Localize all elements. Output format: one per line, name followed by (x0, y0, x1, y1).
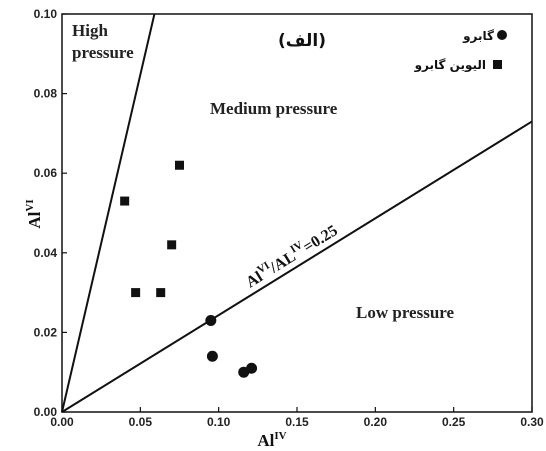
boundary-line-1 (61, 13, 156, 413)
region-high-pressure-line1: High (72, 21, 108, 40)
y-axis-title: AlVI (24, 199, 44, 228)
x-tick-label-4: 0.20 (364, 415, 388, 429)
region-medium-pressure: Medium pressure (210, 99, 338, 118)
x-tick-label-6: 0.30 (520, 415, 544, 429)
legend-marker-olivine-gabbro (493, 60, 502, 69)
boundary-line-0 (61, 120, 533, 413)
y-tick-label-1: 0.02 (34, 325, 58, 339)
plot-area (61, 13, 533, 413)
x-tick-label-2: 0.10 (207, 415, 231, 429)
legend-label-gabbro: گابرو (462, 29, 494, 44)
olivine-gabbro-point-0 (120, 196, 130, 206)
y-tick-label-4: 0.08 (34, 87, 58, 101)
panel-label: (الف) (278, 31, 326, 51)
gabbro-point-0 (205, 314, 217, 326)
y-tick-label-0: 0.00 (34, 405, 58, 419)
x-tick-label-3: 0.15 (285, 415, 309, 429)
y-tick-label-3: 0.06 (34, 166, 58, 180)
gabbro-point-1 (206, 350, 218, 362)
olivine-gabbro-point-2 (156, 288, 166, 298)
olivine-gabbro-point-3 (167, 240, 177, 250)
x-tick-label-0: 0.00 (50, 415, 74, 429)
region-low-pressure: Low pressure (356, 303, 455, 322)
axis-ticks: 0.00 0.05 0.10 0.15 0.20 0.25 0.30 0.00 0.02 0.04… (34, 7, 544, 429)
legend-label-olivine-gabbro: الیوین گابرو (414, 58, 486, 73)
olivine-gabbro-point-1 (131, 288, 141, 298)
y-tick-label-2: 0.04 (34, 246, 58, 260)
x-tick-label-5: 0.25 (442, 415, 466, 429)
legend: گابرو الیوین گابرو (414, 29, 507, 73)
y-tick-label-5: 0.10 (34, 7, 58, 21)
region-high-pressure-line2: pressure (72, 43, 134, 62)
data-points (120, 160, 258, 378)
x-axis-title: AlIV (257, 430, 286, 450)
olivine-gabbro-point-4 (175, 160, 184, 170)
legend-marker-gabbro (497, 30, 507, 40)
boundary-line-label: AlVI/ALIV=0.25 (242, 220, 341, 292)
x-tick-label-1: 0.05 (129, 415, 153, 429)
gabbro-point-3 (246, 362, 258, 374)
